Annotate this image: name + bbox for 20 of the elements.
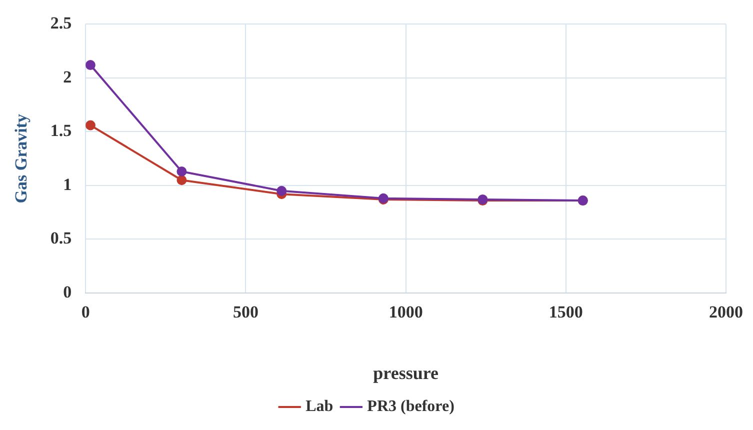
x-axis-title: pressure — [373, 362, 438, 383]
point — [86, 60, 96, 70]
x-tick-label: 1000 — [388, 302, 423, 322]
legend-label: Lab — [306, 398, 334, 416]
x-tick-label: 2000 — [709, 302, 743, 322]
point — [86, 120, 96, 130]
x-tick-label: 500 — [232, 302, 258, 322]
point — [176, 175, 187, 186]
y-tick-label: 1.5 — [50, 121, 72, 140]
point — [176, 166, 187, 177]
legend-label: PR3 (before) — [367, 398, 454, 416]
point — [276, 186, 287, 196]
x-tick-label: 0 — [81, 302, 90, 322]
y-tick-label: 2.5 — [50, 14, 72, 33]
y-tick-label: 1 — [63, 174, 72, 194]
y-tick-label: 0.5 — [50, 228, 72, 248]
y-tick-label: 0 — [63, 282, 72, 302]
x-tick-label: 1500 — [548, 302, 583, 322]
y-tick-label: 2 — [63, 67, 72, 86]
y-axis-title: Gas Gravity — [12, 113, 31, 204]
